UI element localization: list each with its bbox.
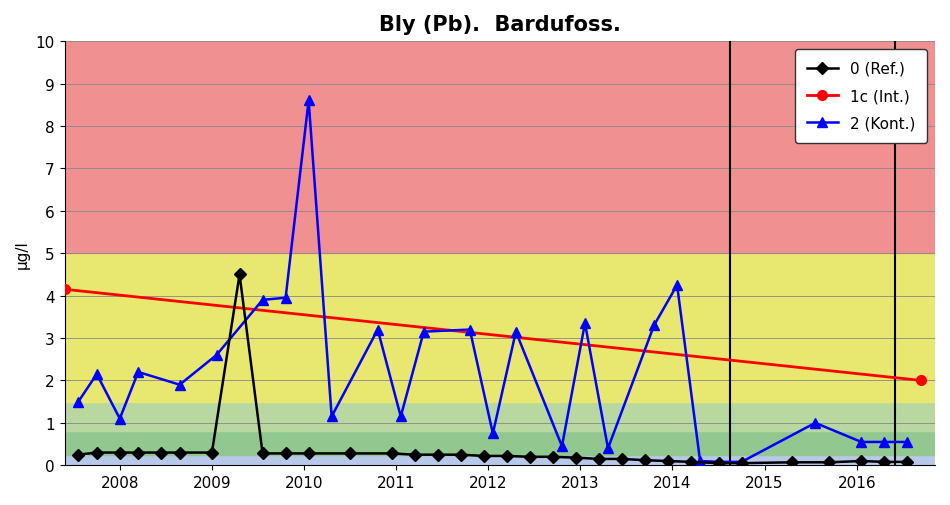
0 (Ref.) [256,450,268,457]
0 (Ref.) [824,460,835,466]
2 (Kont.) [132,369,143,375]
Line: 2 (Kont.): 2 (Kont.) [73,96,912,467]
2 (Kont.) [694,458,706,464]
0 (Ref.) [593,456,604,462]
Bar [65,254,935,402]
2 (Kont.) [902,439,913,445]
0 (Ref.) [639,457,651,463]
2 (Kont.) [856,439,867,445]
2 (Kont.) [395,414,407,420]
2 (Kont.) [557,443,568,449]
0 (Ref.) [132,449,143,456]
0 (Ref.) [685,459,696,465]
0 (Ref.) [234,272,245,278]
2 (Kont.) [326,414,337,420]
0 (Ref.) [617,456,628,462]
Title: Bly (Pb).  Bardufoss.: Bly (Pb). Bardufoss. [379,15,620,35]
Bar [65,42,935,254]
0 (Ref.) [455,452,466,458]
2 (Kont.) [672,282,683,288]
2 (Kont.) [712,459,724,465]
0 (Ref.) [72,452,84,458]
Bar [65,455,935,465]
0 (Ref.) [114,449,125,456]
Bar [65,431,935,455]
2 (Kont.) [879,439,890,445]
2 (Kont.) [648,323,659,329]
0 (Ref.) [408,452,420,458]
Legend: 0 (Ref.), 1c (Int.), 2 (Kont.): 0 (Ref.), 1c (Int.), 2 (Kont.) [795,49,927,143]
0 (Ref.) [91,449,103,456]
2 (Kont.) [174,382,185,388]
0 (Ref.) [902,459,913,465]
0 (Ref.) [712,460,724,466]
2 (Kont.) [487,431,499,437]
2 (Kont.) [602,445,614,451]
2 (Kont.) [303,98,314,105]
2 (Kont.) [114,416,125,422]
2 (Kont.) [91,371,103,377]
0 (Ref.) [345,450,356,457]
0 (Ref.) [662,458,674,464]
2 (Kont.) [280,295,292,301]
0 (Ref.) [524,454,536,460]
0 (Ref.) [736,460,748,466]
2 (Kont.) [418,329,429,335]
0 (Ref.) [879,459,890,465]
2 (Kont.) [736,459,748,465]
Y-axis label: µg/l: µg/l [15,239,30,268]
2 (Kont.) [580,321,591,327]
0 (Ref.) [156,449,167,456]
2 (Kont.) [256,297,268,304]
0 (Ref.) [501,453,512,459]
2 (Kont.) [465,327,476,333]
0 (Ref.) [478,453,489,459]
2 (Kont.) [211,352,222,359]
0 (Ref.) [787,460,798,466]
0 (Ref.) [206,449,218,456]
0 (Ref.) [303,450,314,457]
0 (Ref.) [570,454,581,461]
2 (Kont.) [72,399,84,405]
2 (Kont.) [510,329,522,335]
2 (Kont.) [809,420,821,426]
0 (Ref.) [174,449,185,456]
Bar [65,402,935,431]
0 (Ref.) [280,450,292,457]
0 (Ref.) [432,452,444,458]
0 (Ref.) [856,458,867,464]
Line: 0 (Ref.): 0 (Ref.) [74,271,912,468]
0 (Ref.) [547,454,559,460]
2 (Kont.) [372,327,384,333]
0 (Ref.) [386,450,397,457]
